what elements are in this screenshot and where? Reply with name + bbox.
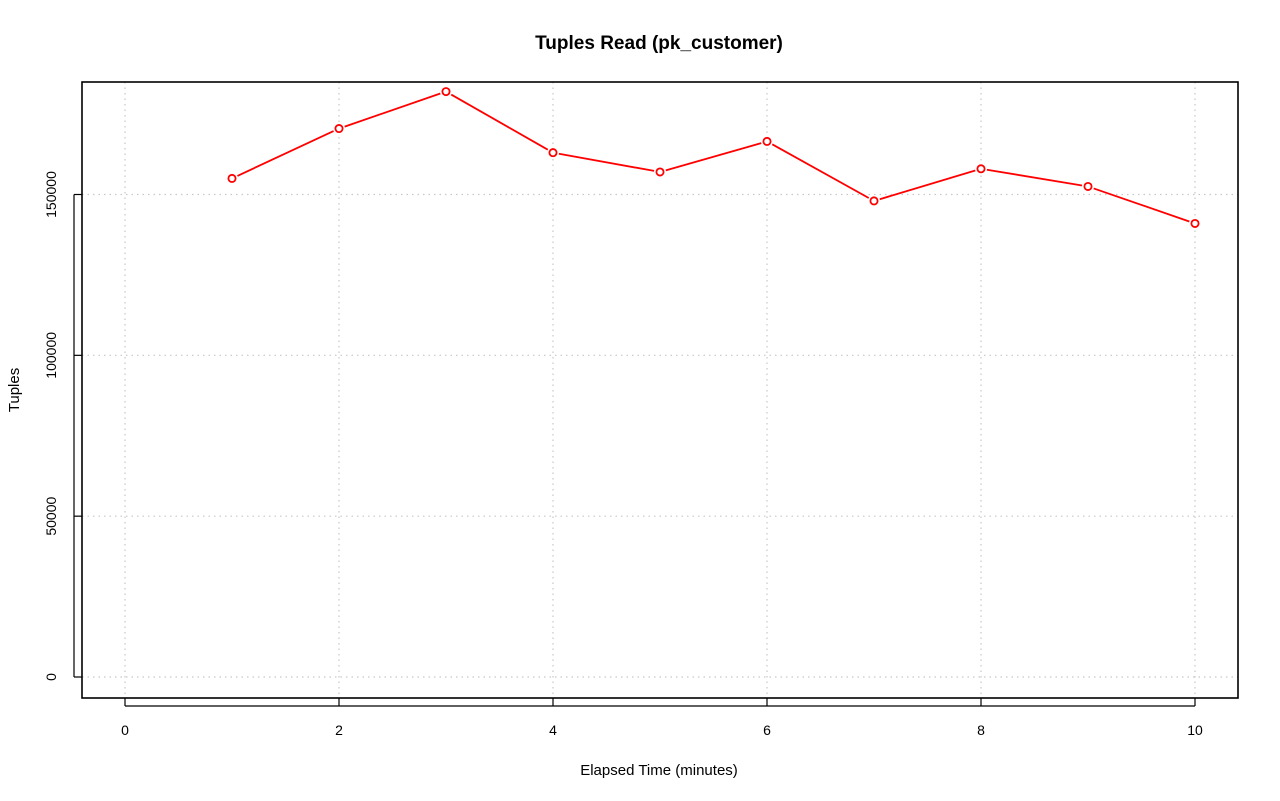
y-axis: 0 50000 100000 150000: [43, 171, 82, 681]
data-point: [762, 136, 772, 146]
x-tick-label: 0: [121, 722, 129, 738]
data-point: [1083, 181, 1093, 191]
series-segment: [771, 143, 870, 199]
x-axis: 0 2 4 6 8 10: [121, 698, 1203, 738]
x-tick-label: 4: [549, 722, 557, 738]
series-segment: [986, 168, 1083, 187]
chart-title: Tuples Read (pk_customer): [535, 33, 783, 54]
series-layer: [227, 87, 1200, 228]
x-tick-label: 10: [1187, 722, 1203, 738]
x-tick-label: 6: [763, 722, 771, 738]
y-tick-label: 0: [43, 673, 59, 681]
series-segment: [1093, 187, 1190, 223]
series-segment: [344, 92, 441, 128]
data-point: [227, 173, 237, 183]
data-point: [869, 196, 879, 206]
series-segment: [879, 169, 976, 201]
x-tick-label: 2: [335, 722, 343, 738]
plot-frame: [81, 81, 1239, 699]
data-point: [548, 148, 558, 158]
series-segment: [237, 130, 334, 177]
data-point: [441, 87, 451, 97]
x-axis-label: Elapsed Time (minutes): [580, 762, 738, 779]
data-point: [976, 164, 986, 174]
y-tick-label: 100000: [43, 332, 59, 379]
data-point: [1190, 218, 1200, 228]
x-tick-label: 8: [977, 722, 985, 738]
series-segment: [665, 142, 762, 172]
data-point: [655, 167, 665, 177]
grid: [82, 82, 1238, 698]
y-axis-label: Tuples: [6, 368, 23, 412]
y-tick-label: 50000: [43, 496, 59, 535]
series-segment: [450, 93, 549, 151]
series-segment: [558, 152, 655, 172]
y-tick-label: 150000: [43, 171, 59, 218]
data-point: [334, 124, 344, 134]
